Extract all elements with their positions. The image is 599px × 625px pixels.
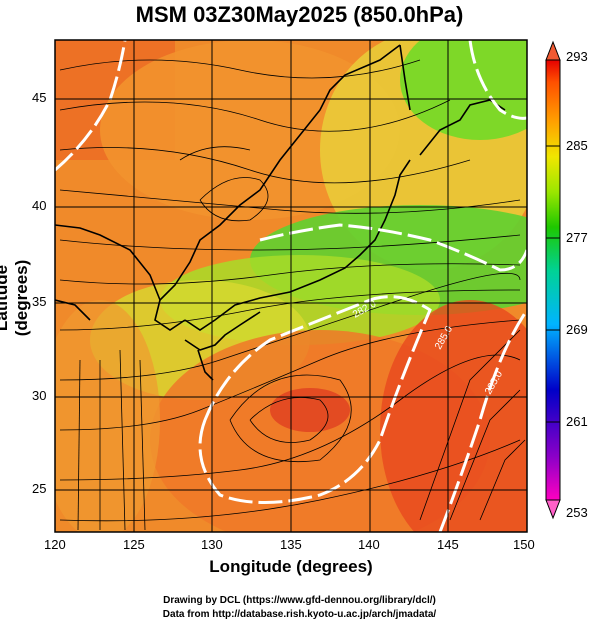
colorbar bbox=[545, 40, 561, 520]
y-axis-label: Latitude (degrees) bbox=[0, 259, 31, 337]
credit-drawing: Drawing by DCL (https://www.gfd-dennou.o… bbox=[163, 595, 436, 606]
y-tick-label: 35 bbox=[32, 294, 47, 309]
x-tick-label: 120 bbox=[44, 537, 66, 552]
colorbar-tick-label: 253 bbox=[566, 505, 588, 520]
plot-frame bbox=[54, 39, 528, 533]
x-tick-label: 145 bbox=[437, 537, 459, 552]
y-tick-label: 30 bbox=[32, 388, 47, 403]
colorbar-tick-label: 269 bbox=[566, 322, 588, 337]
grid bbox=[55, 40, 527, 532]
colorbar-tick-label: 277 bbox=[566, 230, 588, 245]
x-tick-label: 140 bbox=[358, 537, 380, 552]
x-tick-label: 125 bbox=[123, 537, 145, 552]
wind-streamlines bbox=[59, 59, 526, 531]
x-axis-label: Longitude (degrees) bbox=[209, 557, 373, 576]
y-tick-label: 25 bbox=[32, 481, 47, 496]
colorbar-tick-label: 285 bbox=[566, 138, 588, 153]
isotherms bbox=[55, 40, 527, 532]
colorbar-tick-label: 293 bbox=[566, 49, 588, 64]
y-tick-label: 40 bbox=[32, 198, 47, 213]
colorbar-tick-label: 261 bbox=[566, 414, 588, 429]
x-tick-label: 150 bbox=[513, 537, 535, 552]
x-tick-label: 130 bbox=[201, 537, 223, 552]
credit-data: Data from http://database.rish.kyoto-u.a… bbox=[162, 609, 437, 620]
map-title: MSM 03Z30May2025 (850.0hPa) bbox=[135, 2, 464, 27]
x-tick-label: 135 bbox=[280, 537, 302, 552]
y-tick-label: 45 bbox=[32, 90, 47, 105]
